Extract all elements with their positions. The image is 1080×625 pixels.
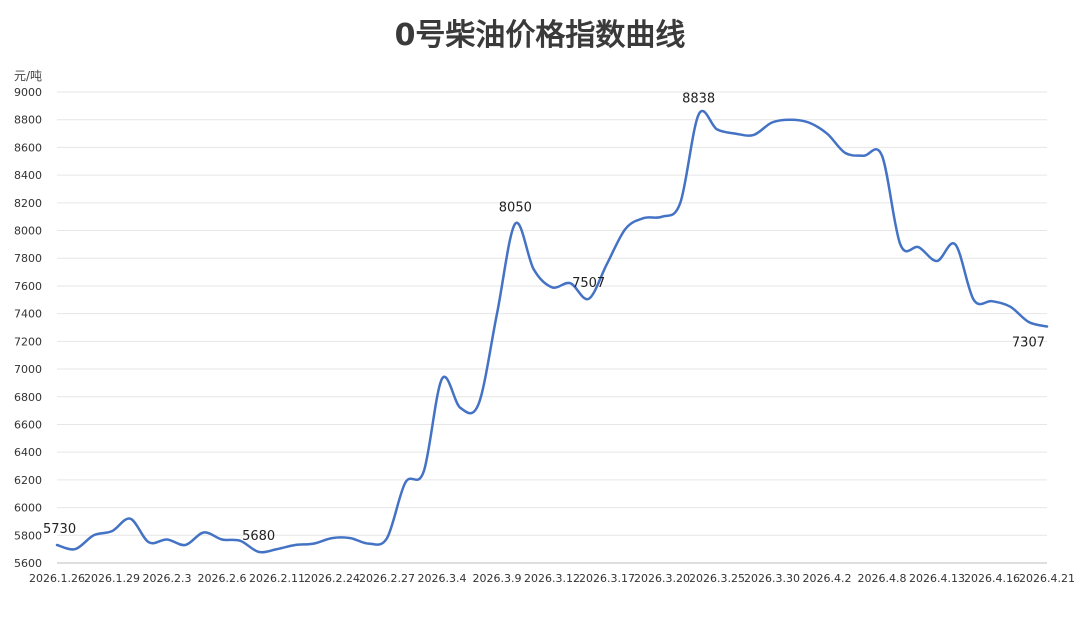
y-tick-label: 8400: [14, 169, 42, 182]
x-tick-label: 2026.3.25: [689, 572, 745, 585]
x-tick-label: 2026.2.24: [304, 572, 360, 585]
y-axis-unit-label: 元/吨: [14, 69, 43, 83]
y-tick-label: 6200: [14, 474, 42, 487]
x-tick-label: 2026.4.8: [858, 572, 907, 585]
y-tick-label: 9000: [14, 86, 42, 99]
series-line: [55, 109, 1049, 554]
data-label: 8050: [499, 201, 532, 216]
x-tick-label: 2026.4.13: [909, 572, 965, 585]
x-tick-label: 2026.2.3: [143, 572, 192, 585]
y-tick-label: 7200: [14, 335, 42, 348]
y-tick-label: 6600: [14, 418, 42, 431]
y-tick-label: 8000: [14, 225, 42, 238]
data-label: 7307: [1012, 336, 1045, 351]
chart-title: 0号柴油价格指数曲线: [394, 18, 686, 53]
y-tick-label: 8600: [14, 141, 42, 154]
x-tick-label: 2026.1.29: [84, 572, 140, 585]
data-label: 7507: [572, 276, 605, 291]
x-axis-ticks: 2026.1.26 2026.1.29 2026.2.3 2026.2.6 2026.2…: [29, 572, 1075, 585]
y-tick-label: 8800: [14, 114, 42, 127]
y-axis-ticks: 5600 5800 6000 6200 6400 6600 6800 7000 7200 7400…: [14, 86, 42, 570]
data-label: 5730: [43, 522, 76, 537]
x-tick-label: 2026.2.27: [359, 572, 415, 585]
y-tick-label: 6000: [14, 502, 42, 515]
y-tick-label: 7800: [14, 252, 42, 265]
x-tick-label: 2026.3.9: [473, 572, 522, 585]
x-tick-label: 2026.1.26: [29, 572, 85, 585]
x-tick-label: 2026.2.11: [249, 572, 305, 585]
y-tick-label: 7400: [14, 308, 42, 321]
x-tick-label: 2026.4.21: [1019, 572, 1075, 585]
x-tick-label: 2026.2.6: [198, 572, 247, 585]
x-tick-label: 2026.3.17: [579, 572, 635, 585]
x-tick-label: 2026.3.12: [524, 572, 580, 585]
data-label: 5680: [242, 529, 275, 544]
x-tick-label: 2026.4.2: [803, 572, 852, 585]
y-tick-label: 5800: [14, 529, 42, 542]
y-tick-label: 7600: [14, 280, 42, 293]
y-tick-label: 8200: [14, 197, 42, 210]
series-layer: [55, 109, 1049, 554]
data-label: 8838: [682, 91, 715, 106]
y-tick-label: 5600: [14, 557, 42, 570]
x-tick-label: 2026.3.20: [634, 572, 690, 585]
y-tick-label: 7000: [14, 363, 42, 376]
y-tick-label: 6400: [14, 446, 42, 459]
data-labels: 5730 5680 8050 7507 8838 7307: [43, 91, 1045, 543]
x-tick-label: 2026.4.16: [964, 572, 1020, 585]
y-tick-label: 6800: [14, 391, 42, 404]
grid-lines: [57, 91, 1047, 564]
x-tick-label: 2026.3.30: [744, 572, 800, 585]
x-tick-label: 2026.3.4: [418, 572, 467, 585]
